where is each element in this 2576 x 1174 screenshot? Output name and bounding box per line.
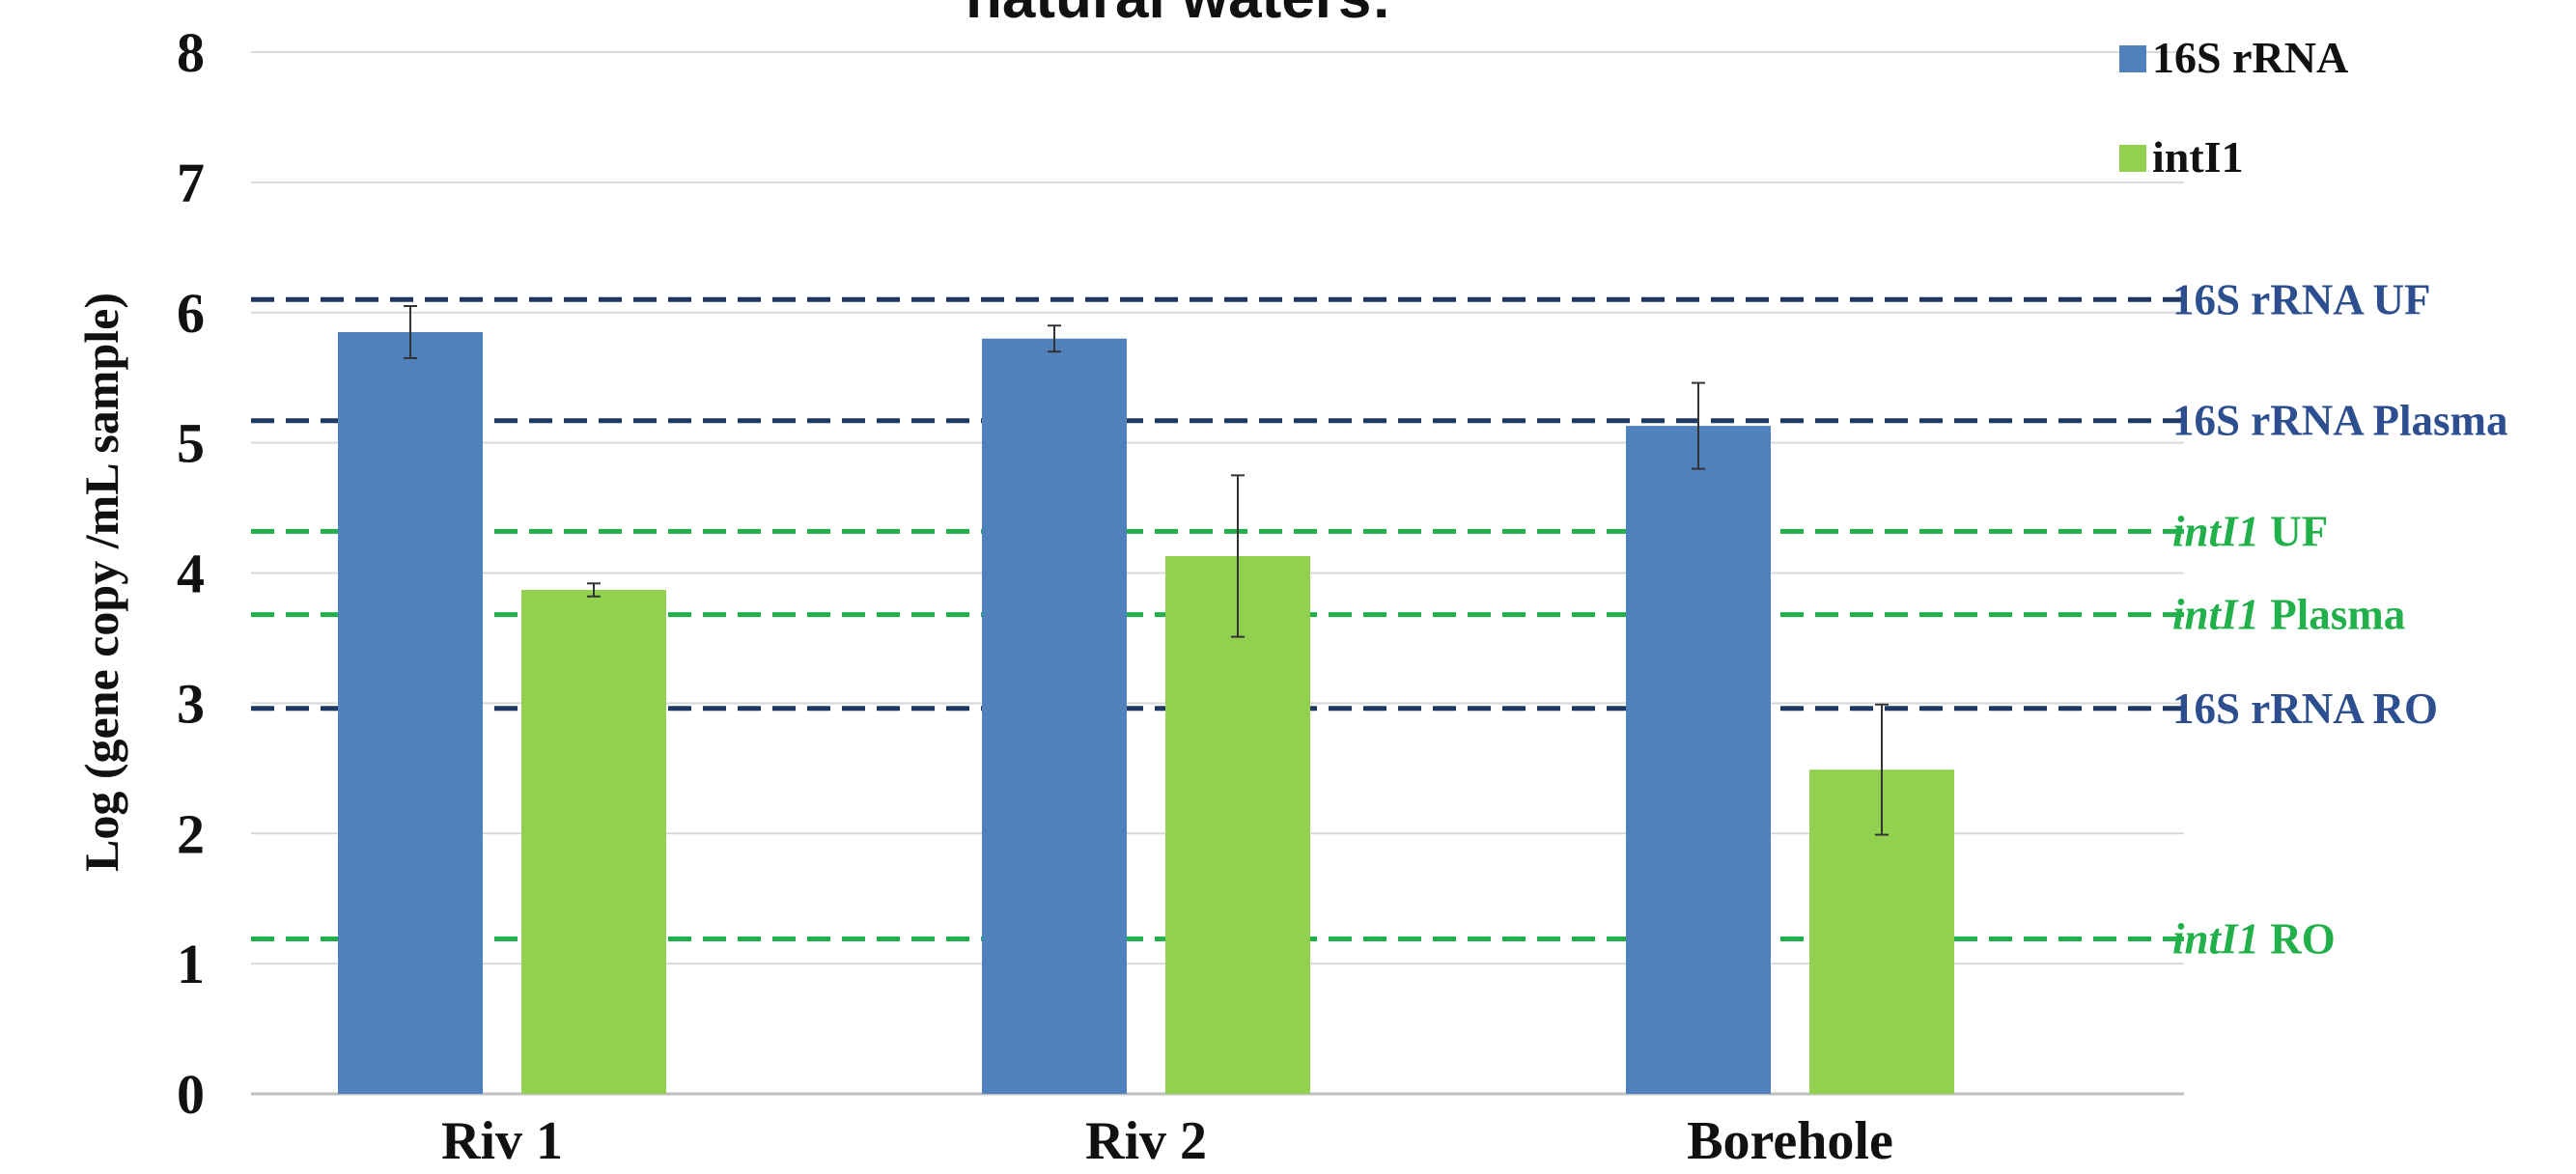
y-tick-label: 7	[177, 152, 205, 214]
y-tick-label: 2	[177, 802, 205, 865]
reference-line-label-text: 16S rRNA Plasma	[2172, 397, 2508, 445]
y-tick-label: 0	[177, 1063, 205, 1126]
y-tick-label: 8	[177, 21, 205, 84]
legend-label: 16S rRNA	[2152, 33, 2348, 82]
reference-line-label-text: 16S rRNA RO	[2172, 685, 2438, 733]
reference-line-label-text: 16S rRNA UF	[2172, 275, 2431, 323]
reference-line-label: 16S rRNA UF	[2172, 275, 2431, 323]
bar	[1165, 555, 1310, 1094]
x-axis-categories: Riv 1 Riv 2 Borehole	[441, 1111, 1893, 1171]
y-tick-label: 5	[177, 412, 205, 475]
reference-line-label: intI1 RO	[2172, 914, 2336, 963]
bar	[1626, 426, 1771, 1094]
y-tick-label: 3	[177, 672, 205, 735]
bar	[338, 331, 483, 1094]
reference-line-label: intI1 Plasma	[2172, 591, 2405, 639]
reference-line-label: 16S rRNA Plasma	[2172, 397, 2508, 445]
reference-line-label: intI1 UF	[2172, 507, 2328, 555]
legend: 16S rRNA intI1	[2119, 33, 2348, 182]
reference-line-label-text: UF	[2259, 507, 2328, 555]
bar	[982, 338, 1127, 1095]
y-axis-label: Log (gene copy /mL sample)	[74, 293, 128, 872]
chart-title: natural waters:	[966, 0, 1391, 31]
x-category-label: Riv 1	[441, 1111, 563, 1171]
reference-line-label-text: Plasma	[2259, 591, 2405, 639]
x-category-label: Borehole	[1687, 1111, 1893, 1171]
error-bars	[404, 305, 1889, 836]
legend-swatch	[2119, 145, 2146, 172]
legend-swatch	[2119, 45, 2146, 72]
y-tick-label: 6	[177, 282, 205, 345]
reference-line-label: 16S rRNA RO	[2172, 685, 2438, 733]
legend-label: intI1	[2152, 132, 2244, 182]
reference-line-label-italic: intI1	[2172, 507, 2259, 555]
y-tick-label: 4	[177, 543, 205, 605]
x-category-label: Riv 2	[1085, 1111, 1207, 1171]
bar	[521, 590, 666, 1094]
reference-line-label-italic: intI1	[2172, 591, 2259, 639]
reference-line-label-text: RO	[2259, 914, 2336, 963]
y-tick-label: 1	[177, 933, 205, 995]
reference-line-label-italic: intI1	[2172, 914, 2259, 963]
bars	[338, 331, 1954, 1095]
y-axis-ticks: 0 1 2 3 4 5 6 7 8	[177, 21, 205, 1126]
